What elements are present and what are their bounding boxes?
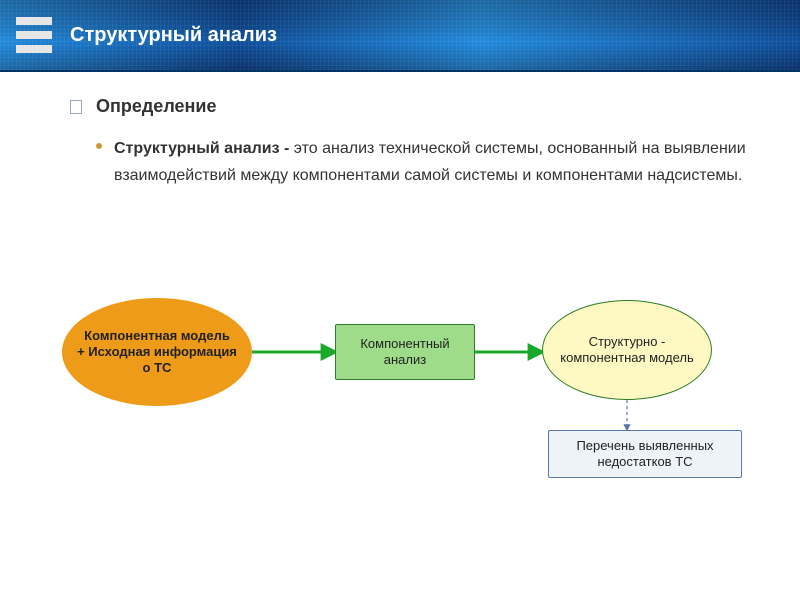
node-n4: Перечень выявленных недостатков ТС xyxy=(548,430,742,478)
definition-term: Структурный анализ - xyxy=(114,140,294,157)
node-label-n2: Компонентный анализ xyxy=(336,332,474,373)
slide-header: Структурный анализ xyxy=(0,0,800,72)
node-n2: Компонентный анализ xyxy=(335,324,475,380)
node-n1: Компонентная модель+ Исходная информация… xyxy=(62,298,252,406)
node-label-n4: Перечень выявленных недостатков ТС xyxy=(549,434,741,475)
slide-title: Структурный анализ xyxy=(70,24,277,47)
node-n3: Структурно - компонентная модель xyxy=(542,300,712,400)
flowchart-diagram: Компонентная модель+ Исходная информация… xyxy=(0,280,800,580)
subtitle-row: Определение xyxy=(70,96,750,117)
definition-paragraph: Структурный анализ - это анализ техничес… xyxy=(114,135,750,189)
bullet-square-icon xyxy=(70,100,82,114)
content-area: Определение Структурный анализ - это ана… xyxy=(0,72,800,189)
node-label-n1: Компонентная модель+ Исходная информация… xyxy=(73,324,241,381)
section-subtitle: Определение xyxy=(96,96,216,117)
node-label-n3: Структурно - компонентная модель xyxy=(543,330,711,371)
paragraph-row: Структурный анализ - это анализ техничес… xyxy=(96,135,750,189)
bullet-dot-icon xyxy=(96,143,102,149)
logo-icon xyxy=(16,17,52,53)
